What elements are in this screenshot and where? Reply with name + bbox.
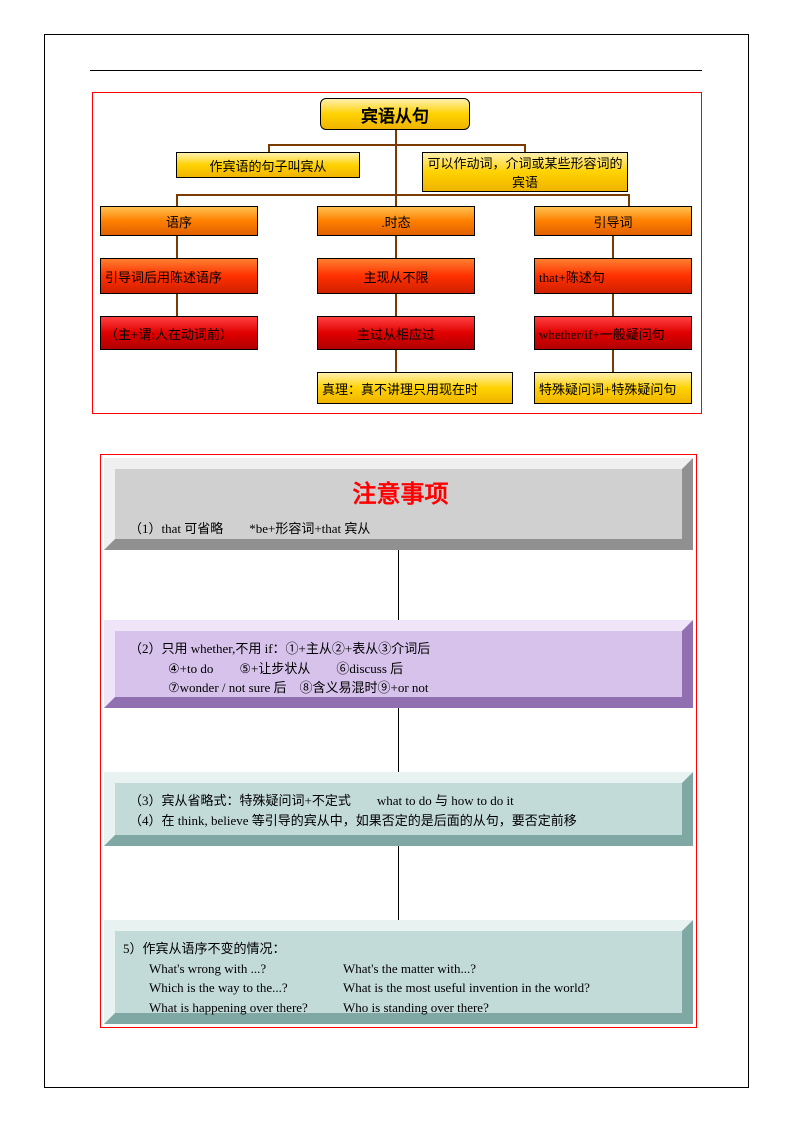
cell-2-1-label: whether/if+一般疑问句 — [539, 324, 665, 343]
extra-1: 真理：真不讲理只用现在时 — [317, 372, 513, 404]
notes-p5-l4a: What is happening over there? — [123, 998, 343, 1018]
connector — [398, 550, 399, 620]
notes-p5-l2a: What's wrong with ...? — [123, 959, 343, 979]
notes-p5-l3b: What is the most useful invention in the… — [343, 978, 590, 998]
cell-1-1-label: 主过从相应过 — [357, 324, 435, 343]
cell-0-0: 引导词后用陈述语序 — [100, 258, 258, 294]
connector — [176, 294, 178, 316]
cell-2-1: whether/if+一般疑问句 — [534, 316, 692, 350]
col-header-0: 语序 — [100, 206, 258, 236]
connector — [398, 846, 399, 920]
connector — [398, 708, 399, 772]
notes-p3-l1: （3）宾从省略式：特殊疑问词+不定式 what to do 与 how to d… — [129, 791, 672, 811]
extra-1-label: 真理：真不讲理只用现在时 — [322, 379, 478, 398]
col-header-2: 引导词 — [534, 206, 692, 236]
col-header-2-label: 引导词 — [593, 212, 632, 231]
notes-p3-l2: （4）在 think, believe 等引导的宾从中，如果否定的是后面的从句，… — [129, 811, 672, 831]
connector — [395, 350, 397, 372]
cell-0-0-label: 引导词后用陈述语序 — [105, 267, 222, 286]
def-node-left: 作宾语的句子叫宾从 — [176, 152, 360, 178]
def-left-label: 作宾语的句子叫宾从 — [209, 156, 326, 175]
connector — [395, 236, 397, 258]
notes-p2-l2: ④+to do ⑤+让步状从 ⑥discuss 后 — [129, 659, 672, 679]
extra-2-label: 特殊疑问词+特殊疑问句 — [539, 379, 676, 398]
connector — [268, 144, 526, 146]
connector — [395, 146, 397, 194]
notes-panel-4: 5）作宾从语序不变的情况： What's wrong with ...? Wha… — [104, 920, 693, 1024]
notes-p5-l1: 5）作宾从语序不变的情况： — [123, 939, 672, 959]
connector — [176, 194, 630, 196]
cell-2-0-label: that+陈述句 — [539, 267, 605, 286]
extra-2: 特殊疑问词+特殊疑问句 — [534, 372, 692, 404]
notes-panel-2: （2）只用 whether,不用 if：①+主从②+表从③介词后 ④+to do… — [104, 620, 693, 708]
cell-1-0: 主现从不限 — [317, 258, 475, 294]
root-label: 宾语从句 — [361, 102, 429, 127]
connector — [176, 236, 178, 258]
def-node-right: 可以作动词，介词或某些形容词的宾语 — [422, 152, 628, 192]
notes-p1: （1）that 可省略 *be+形容词+that 宾从 — [129, 519, 672, 539]
flowchart-container — [92, 92, 702, 414]
notes-p5-l4b: Who is standing over there? — [343, 998, 489, 1018]
connector — [395, 294, 397, 316]
cell-0-1: （主+谓:人在动词前） — [100, 316, 258, 350]
col-header-1-label: .时态 — [381, 212, 410, 231]
notes-title: 注意事项 — [129, 477, 672, 513]
notes-p5-l2b: What's the matter with...? — [343, 959, 476, 979]
notes-panel-3: （3）宾从省略式：特殊疑问词+不定式 what to do 与 how to d… — [104, 772, 693, 846]
connector — [612, 350, 614, 372]
cell-0-1-label: （主+谓:人在动词前） — [105, 324, 233, 343]
header-rule — [90, 70, 702, 71]
cell-1-1: 主过从相应过 — [317, 316, 475, 350]
def-right-label: 可以作动词，介词或某些形容词的宾语 — [427, 153, 623, 191]
col-header-1: .时态 — [317, 206, 475, 236]
col-header-0-label: 语序 — [166, 212, 192, 231]
cell-1-0-label: 主现从不限 — [363, 267, 428, 286]
notes-p2-l3: ⑦wonder / not sure 后 ⑧含义易混时⑨+or not — [129, 678, 672, 698]
connector — [612, 294, 614, 316]
connector — [612, 236, 614, 258]
notes-p5-l3a: Which is the way to the...? — [123, 978, 343, 998]
root-node: 宾语从句 — [320, 98, 470, 130]
notes-p2-l1: （2）只用 whether,不用 if：①+主从②+表从③介词后 — [129, 639, 672, 659]
connector — [395, 130, 397, 144]
notes-panel-1: 注意事项 （1）that 可省略 *be+形容词+that 宾从 — [104, 458, 693, 550]
cell-2-0: that+陈述句 — [534, 258, 692, 294]
